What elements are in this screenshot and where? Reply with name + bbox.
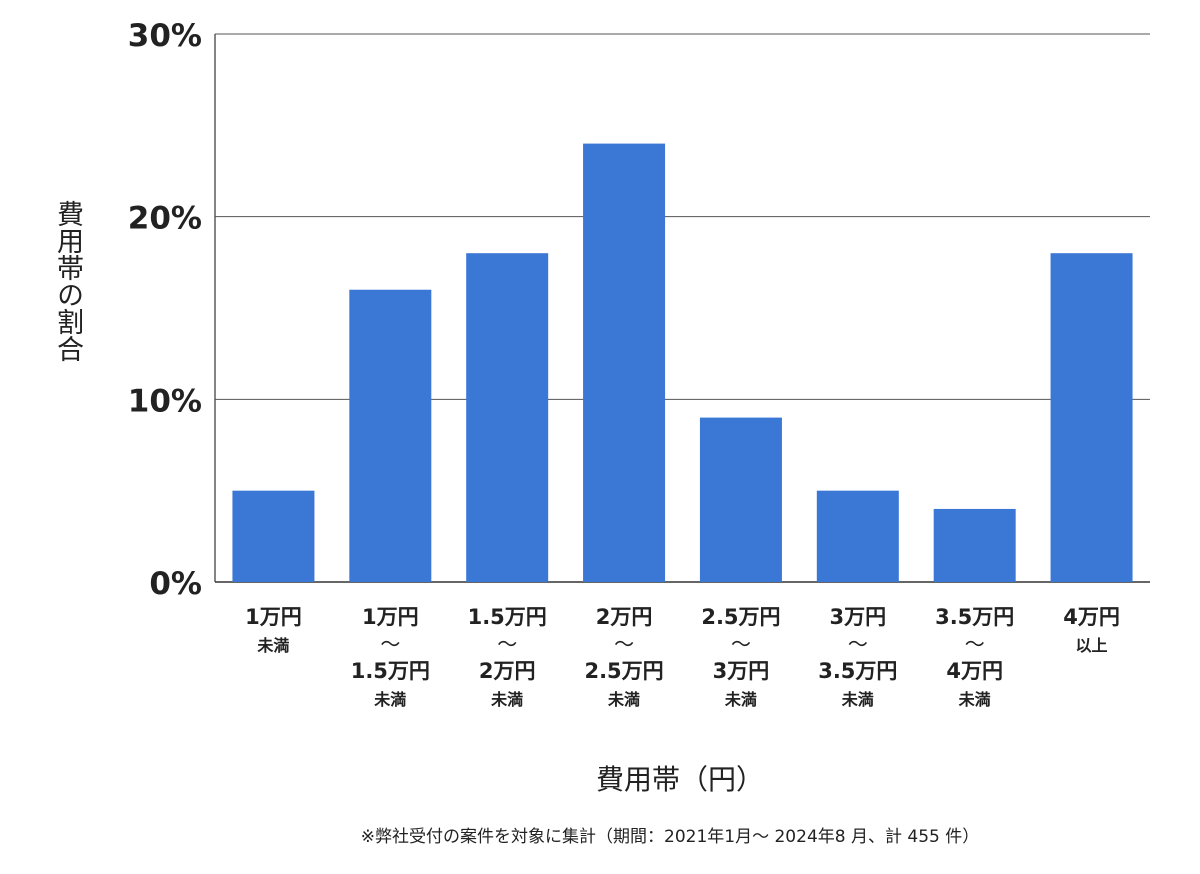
x-tick-label: 3万円 (830, 605, 887, 629)
y-axis-title: 費用帯の割合 (52, 200, 83, 362)
y-tick-label: 30% (128, 18, 202, 54)
x-tick-label: 3.5万円 (818, 659, 897, 683)
x-tick-label: 未満 (373, 690, 406, 709)
x-tick-label: ～ (965, 632, 985, 656)
y-tick-label: 20% (128, 201, 202, 237)
x-tick-label: 4万円 (1063, 605, 1120, 629)
x-tick-label: 2.5万円 (701, 605, 780, 629)
bar (232, 490, 315, 582)
x-tick-label: ～ (614, 632, 634, 656)
x-tick-label: 2万円 (479, 659, 536, 683)
x-tick-label: 未満 (490, 690, 523, 709)
x-tick-label: 1万円 (362, 605, 419, 629)
x-tick-label: 1万円 (245, 605, 302, 629)
y-tick-label: 0% (149, 566, 202, 602)
x-tick-label: 4万円 (946, 659, 1003, 683)
bar (349, 289, 432, 582)
x-tick-label: 未満 (607, 690, 640, 709)
bar (466, 253, 549, 582)
y-tick-label: 10% (128, 383, 202, 419)
bar (1050, 253, 1133, 582)
x-tick-label: ～ (380, 632, 400, 656)
y-axis-ticks: 0% 10% 20% 30% (128, 18, 202, 602)
x-tick-label: ～ (731, 632, 751, 656)
x-tick-label: 未満 (958, 690, 991, 709)
x-tick-label: ～ (497, 632, 517, 656)
bar (583, 143, 666, 582)
x-tick-label: ～ (848, 632, 868, 656)
chart-footnote: ※弊社受付の案件を対象に集計（期間：2021年1月～ 2024年8 月、計 45… (360, 827, 980, 847)
bars (232, 143, 1133, 582)
x-tick-label: 2.5万円 (584, 659, 663, 683)
x-tick-label: 3万円 (713, 659, 770, 683)
x-tick-label: 1.5万円 (351, 659, 430, 683)
bar (699, 417, 782, 582)
bar (816, 490, 899, 582)
x-tick-label: 3.5万円 (935, 605, 1014, 629)
x-axis-ticks: 1万円未満1万円～1.5万円未満1.5万円～2万円未満2万円～2.5万円未満2.… (245, 605, 1120, 709)
x-tick-label: 2万円 (596, 605, 653, 629)
x-tick-label: 未満 (724, 690, 757, 709)
x-tick-label: 未満 (256, 636, 289, 655)
bar (933, 508, 1016, 582)
x-tick-label: 未満 (841, 690, 874, 709)
x-tick-label: 以上 (1076, 636, 1108, 655)
x-axis-title: 費用帯（円） (595, 763, 764, 796)
x-tick-label: 1.5万円 (468, 605, 547, 629)
